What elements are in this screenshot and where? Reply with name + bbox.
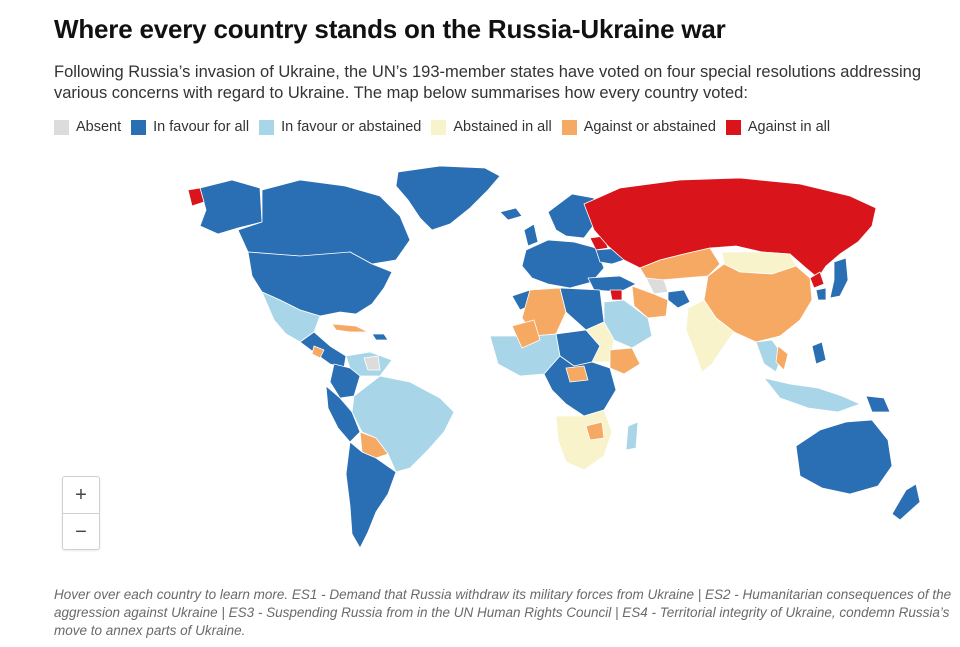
region-libya-egypt[interactable] [559,287,605,331]
legend-swatch-absent [54,119,69,135]
region-india[interactable] [685,299,735,373]
region-brazil[interactable] [351,375,455,473]
region-malaysia-indonesia[interactable] [763,377,861,413]
region-iceland[interactable] [499,207,523,221]
zoom-control: + − [62,476,100,550]
world-map-svg[interactable] [0,150,960,570]
legend-label-absent: Absent [76,119,122,135]
region-afghanistan[interactable] [667,289,691,309]
legend-label-against-all: Against in all [747,119,831,135]
region-russia[interactable] [583,177,877,279]
region-peru[interactable] [325,385,361,443]
region-caribbean[interactable] [371,333,389,341]
legend-label-abstained-all: Abstained in all [453,119,552,135]
legend-item-abstained-all: Abstained in all [431,119,552,135]
region-ethiopia[interactable] [609,347,641,375]
region-alaska-tip[interactable] [187,187,205,207]
region-greenland[interactable] [395,165,501,231]
region-japan[interactable] [829,257,849,299]
zoom-out-button[interactable]: − [63,513,99,550]
zoom-in-button[interactable]: + [75,483,87,506]
region-southern-cone[interactable] [345,441,397,549]
legend-item-favour-or-abstained: In favour or abstained [259,119,421,135]
region-turkey[interactable] [587,275,637,293]
region-new-zealand[interactable] [891,483,921,521]
region-north-korea[interactable] [809,271,825,289]
region-car[interactable] [565,365,589,383]
legend-item-in-favour-all: In favour for all [131,119,249,135]
page-title: Where every country stands on the Russia… [54,14,726,44]
region-vietnam[interactable] [775,345,789,371]
world-map[interactable] [0,150,960,570]
legend-swatch-against-or-abstained [561,119,577,135]
region-australia[interactable] [795,419,893,495]
region-bolivia[interactable] [359,431,389,459]
page-subtitle: Following Russia’s invasion of Ukraine, … [54,63,921,102]
region-central-africa[interactable] [543,355,617,417]
region-alaska[interactable] [199,179,263,235]
region-syria[interactable] [609,289,623,301]
region-nicaragua[interactable] [311,345,325,359]
legend-label-against-or-abstained: Against or abstained [583,119,716,135]
region-png[interactable] [865,395,891,413]
region-absent-sa[interactable] [363,355,381,371]
region-philippines[interactable] [811,341,827,365]
region-mali[interactable] [511,319,541,349]
region-absent-ca[interactable] [645,277,669,295]
region-uk[interactable] [523,223,539,247]
footnote: Hover over each country to learn more. E… [54,587,952,638]
region-iran[interactable] [631,285,669,319]
legend-label-favour-or-abstained: In favour or abstained [281,119,422,135]
legend: Absent In favour for all In favour or ab… [54,119,840,135]
region-madagascar[interactable] [625,421,639,451]
region-south-korea[interactable] [815,287,827,301]
region-cuba[interactable] [331,323,369,333]
legend-label-in-favour-all: In favour for all [153,119,250,135]
legend-item-against-or-abstained: Against or abstained [561,119,716,135]
legend-swatch-in-favour-all [131,119,147,135]
legend-item-against-all: Against in all [725,119,831,135]
region-canada[interactable] [237,179,411,265]
legend-item-absent: Absent [54,119,121,135]
region-zambia[interactable] [585,421,605,441]
legend-swatch-abstained-all [431,119,447,135]
region-southern-africa[interactable] [555,409,613,471]
legend-swatch-favour-or-abstained [259,119,275,135]
legend-swatch-against-all [725,119,741,135]
